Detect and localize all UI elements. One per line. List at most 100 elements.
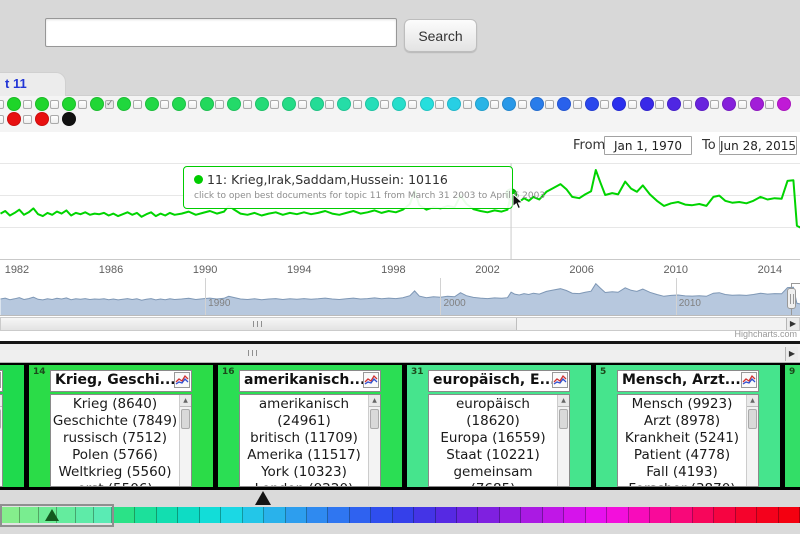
topic-checkbox[interactable] xyxy=(600,100,609,109)
sparkline-icon[interactable] xyxy=(174,372,190,388)
topic-color-dot[interactable] xyxy=(145,97,159,111)
list-scrollbar-thumb[interactable] xyxy=(181,409,190,429)
colorbar-cell[interactable] xyxy=(157,507,178,523)
colorbar-cell[interactable] xyxy=(714,507,735,523)
topic-word-list[interactable]: Mensch (9923)Arzt (8978)Krankheit (5241)… xyxy=(617,394,759,487)
navigator-handle[interactable] xyxy=(787,288,796,309)
topic-word-list[interactable]: Krieg (8640)Geschichte (7849)russisch (7… xyxy=(50,394,192,487)
topic-title[interactable] xyxy=(0,370,3,392)
colorbar-cell[interactable] xyxy=(607,507,628,523)
topic-color-dot[interactable] xyxy=(310,97,324,111)
list-scrollbar-thumb[interactable] xyxy=(370,409,379,429)
search-button[interactable]: Search xyxy=(404,19,477,52)
colorbar-cell[interactable] xyxy=(350,507,371,523)
colorbar-cell[interactable] xyxy=(779,507,800,523)
topic-words[interactable]: amerikanisch (24961)britisch (11709)Amer… xyxy=(240,396,368,487)
topic-word-option[interactable]: Polen (5766) xyxy=(51,447,179,464)
topic-checkbox[interactable] xyxy=(710,100,719,109)
colorbar-cell[interactable] xyxy=(414,507,435,523)
list-scrollbar[interactable]: ▲ xyxy=(0,395,2,486)
topic-word-list[interactable]: ▲ xyxy=(0,394,3,487)
topic-checkbox[interactable] xyxy=(0,100,4,109)
topics-scrollbar[interactable]: ▶ xyxy=(0,344,800,363)
topic-color-dot[interactable] xyxy=(62,97,76,111)
topic-checkbox[interactable] xyxy=(490,100,499,109)
topic-word-list[interactable]: europäisch (18620)Europa (16559)Staat (1… xyxy=(428,394,570,487)
topic-checkbox[interactable] xyxy=(188,100,197,109)
black-triangle-marker[interactable] xyxy=(255,491,271,505)
topic-word-option[interactable]: Krankheit (5241) xyxy=(618,430,746,447)
topic-word-list[interactable]: amerikanisch (24961)britisch (11709)Amer… xyxy=(239,394,381,487)
colorbar-cell[interactable] xyxy=(20,507,38,523)
topic-word-option[interactable]: Europa (16559) xyxy=(429,430,557,447)
colorbar-cell[interactable] xyxy=(586,507,607,523)
topic-checkbox[interactable] xyxy=(325,100,334,109)
topic-color-dot[interactable] xyxy=(722,97,736,111)
topic-color-dot[interactable] xyxy=(557,97,571,111)
topic-word-option[interactable]: amerikanisch (24961) xyxy=(240,396,368,430)
topic-color-dot[interactable] xyxy=(475,97,489,111)
topic-checkbox[interactable] xyxy=(545,100,554,109)
colorbar-cell[interactable] xyxy=(328,507,349,523)
topic-color-dot[interactable] xyxy=(90,97,104,111)
topic-title[interactable]: europäisch, E... xyxy=(428,370,570,392)
topic-color-dot[interactable] xyxy=(7,112,21,126)
topic-checkbox[interactable] xyxy=(380,100,389,109)
topic-color-dot[interactable] xyxy=(392,97,406,111)
topic-word-option[interactable]: Krieg (8640) xyxy=(51,396,179,413)
topic-color-dot[interactable] xyxy=(502,97,516,111)
colorbar-cell[interactable] xyxy=(221,507,242,523)
topic-checkbox[interactable] xyxy=(23,100,32,109)
colorbar-cell[interactable] xyxy=(671,507,692,523)
chart-scrollbar-thumb[interactable] xyxy=(1,318,517,330)
colorbar-cell[interactable] xyxy=(736,507,757,523)
search-input[interactable] xyxy=(45,18,397,47)
topic-color-dot[interactable] xyxy=(35,97,49,111)
sparkline-icon[interactable] xyxy=(741,372,757,388)
topic-checkbox[interactable] xyxy=(738,100,747,109)
topic-color-dot[interactable] xyxy=(420,97,434,111)
topic-word-option[interactable]: Geschichte (7849) xyxy=(51,413,179,430)
colorbar-cell[interactable] xyxy=(114,507,135,523)
topic-color-dot[interactable] xyxy=(585,97,599,111)
colorbar-cell[interactable] xyxy=(307,507,328,523)
list-scrollbar[interactable]: ▲ xyxy=(179,395,191,486)
topic-color-dot[interactable] xyxy=(227,97,241,111)
topic-checkbox[interactable] xyxy=(408,100,417,109)
topic-word-option[interactable]: erst (5506) xyxy=(51,481,179,487)
topic-word-option[interactable]: Mensch (9923) xyxy=(618,396,746,413)
colorbar-cell[interactable] xyxy=(178,507,199,523)
sparkline-icon[interactable] xyxy=(0,372,1,388)
colorbar-cell[interactable] xyxy=(436,507,457,523)
topic-checkbox[interactable] xyxy=(243,100,252,109)
topic-color-dot[interactable] xyxy=(612,97,626,111)
topic-word-option[interactable]: York (10323) xyxy=(240,464,368,481)
topic-checkbox[interactable] xyxy=(270,100,279,109)
topic-word-option[interactable]: europäisch (18620) xyxy=(429,396,557,430)
topic-word-option[interactable]: russisch (7512) xyxy=(51,430,179,447)
topic-checkbox[interactable] xyxy=(655,100,664,109)
colorbar-cell[interactable] xyxy=(500,507,521,523)
topic-word-option[interactable]: Patient (4778) xyxy=(618,447,746,464)
topic-checkbox[interactable] xyxy=(23,115,32,124)
topic-color-dot[interactable] xyxy=(117,97,131,111)
topic-title[interactable]: Krieg, Geschi... xyxy=(50,370,192,392)
colorbar-cell[interactable] xyxy=(693,507,714,523)
topic-checkbox[interactable] xyxy=(133,100,142,109)
topic-checkbox[interactable] xyxy=(160,100,169,109)
topic-checkbox[interactable] xyxy=(765,100,774,109)
topic-checkbox[interactable] xyxy=(683,100,692,109)
topic-checkbox[interactable] xyxy=(50,100,59,109)
colorbar-cell[interactable] xyxy=(200,507,221,523)
colorbar-cell[interactable] xyxy=(564,507,585,523)
topic-checkbox[interactable] xyxy=(518,100,527,109)
topic-checkbox[interactable] xyxy=(50,115,59,124)
colorbar-cell[interactable] xyxy=(757,507,778,523)
colorbar-cell[interactable] xyxy=(2,507,20,523)
scroll-up-icon[interactable]: ▲ xyxy=(558,395,569,407)
chart-scrollbar[interactable]: ▶ xyxy=(0,317,800,331)
topic-word-option[interactable]: Weltkrieg (5560) xyxy=(51,464,179,481)
topic-checkbox[interactable] xyxy=(105,100,114,109)
scroll-up-icon[interactable]: ▲ xyxy=(369,395,380,407)
colorbar-cell[interactable] xyxy=(243,507,264,523)
